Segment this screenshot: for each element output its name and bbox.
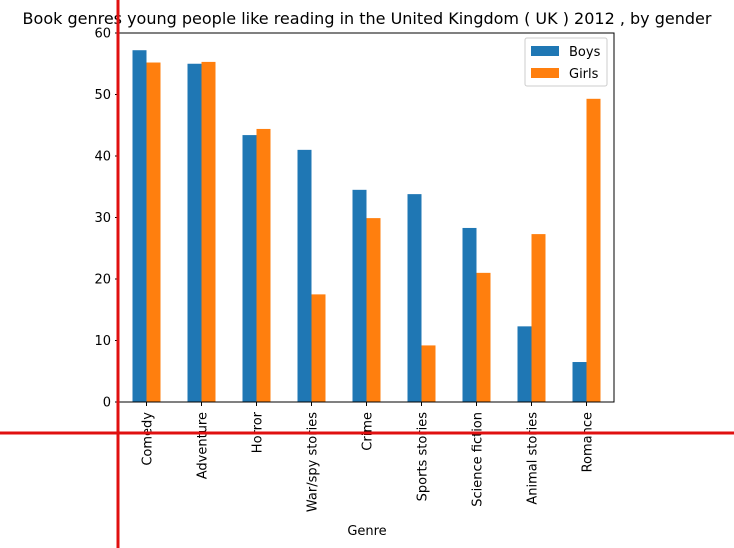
bar-girls-4 <box>366 218 381 402</box>
legend-swatch-girls <box>531 68 559 78</box>
bar-boys-3 <box>297 149 312 402</box>
bar-boys-7 <box>517 326 532 402</box>
legend-swatch-boys <box>531 46 559 56</box>
y-tick-label: 0 <box>103 396 111 411</box>
x-tick-label: Comedy <box>141 412 156 466</box>
x-axis-label: Genre <box>347 524 386 539</box>
bar-boys-5 <box>407 194 422 402</box>
x-tick-label: Sports stories <box>416 412 431 502</box>
y-tick-label: 60 <box>94 27 111 42</box>
bar-boys-0 <box>132 50 147 402</box>
y-tick-label: 30 <box>94 211 111 226</box>
bar-girls-6 <box>476 272 491 402</box>
bar-girls-1 <box>201 61 216 402</box>
y-tick-label: 40 <box>94 150 111 165</box>
y-tick-label: 10 <box>94 334 111 349</box>
legend-label-girls: Girls <box>569 67 599 82</box>
bar-boys-6 <box>462 227 477 402</box>
bar-girls-7 <box>531 234 546 402</box>
x-tick-label: Adventure <box>196 412 211 479</box>
x-tick-label: War/spy stories <box>306 412 321 512</box>
legend-label-boys: Boys <box>569 45 601 60</box>
bars-layer <box>132 50 601 403</box>
y-tick-label: 50 <box>94 88 111 103</box>
y-axis: 0 10 20 30 40 50 60 <box>94 27 119 411</box>
x-tick-label: Science fiction <box>471 412 486 507</box>
x-axis: ComedyAdventureHorrorWar/spy storiesCrim… <box>141 402 596 512</box>
x-tick-label: Romance <box>581 412 596 472</box>
legend: Boys Girls <box>524 37 608 87</box>
bar-boys-4 <box>352 189 367 402</box>
y-tick-label: 20 <box>94 273 111 288</box>
bar-girls-2 <box>256 128 271 402</box>
bar-boys-2 <box>242 135 257 402</box>
bar-boys-8 <box>572 362 587 402</box>
bar-girls-3 <box>311 294 326 402</box>
x-tick-label: Crime <box>361 412 376 451</box>
bar-girls-0 <box>146 62 161 403</box>
bar-boys-1 <box>187 63 202 402</box>
bar-girls-5 <box>421 345 436 402</box>
bar-girls-8 <box>586 98 601 403</box>
x-tick-label: Animal stories <box>526 412 541 505</box>
chart-title: Book genres young people like reading in… <box>23 9 712 28</box>
